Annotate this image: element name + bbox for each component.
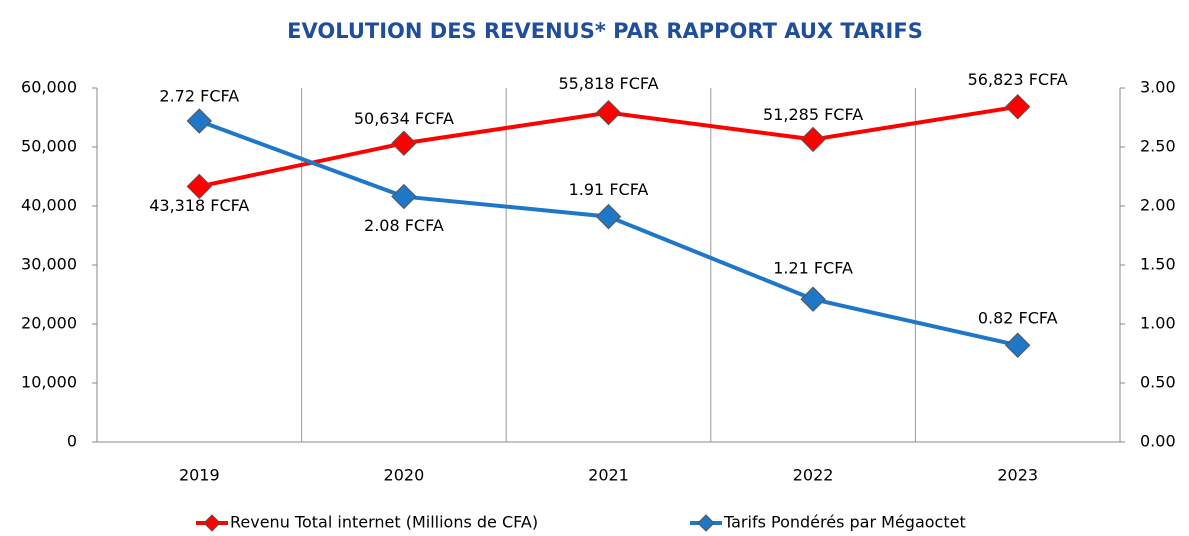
legend-marker xyxy=(697,514,715,532)
point-marker xyxy=(186,173,213,200)
point-marker xyxy=(595,203,622,230)
y-tick-label: 30,000 xyxy=(21,255,77,274)
data-label: 1.91 FCFA xyxy=(569,180,649,199)
point-marker xyxy=(1004,94,1031,120)
y2-tick-label: 3.00 xyxy=(1140,78,1176,97)
y-tick-label: 0 xyxy=(67,432,77,451)
x-tick-label: 2021 xyxy=(588,466,629,485)
x-tick-label: 2020 xyxy=(384,466,425,485)
series-line xyxy=(198,119,1019,348)
y-tick-label: 40,000 xyxy=(21,196,77,215)
x-tick-label: 2023 xyxy=(997,466,1038,485)
legend-label: Revenu Total internet (Millions de CFA) xyxy=(230,513,538,532)
point-marker xyxy=(391,130,417,156)
point-marker xyxy=(800,286,826,312)
chart-title: EVOLUTION DES REVENUS* PAR RAPPORT AUX T… xyxy=(287,19,923,43)
y2-tick-label: 0.50 xyxy=(1140,373,1176,392)
point-marker xyxy=(1004,332,1031,358)
x-tick-label: 2019 xyxy=(179,466,220,485)
point-marker xyxy=(595,99,622,126)
data-label: 50,634 FCFA xyxy=(354,109,454,128)
data-label: 2.72 FCFA xyxy=(159,87,239,106)
data-label: 51,285 FCFA xyxy=(763,105,863,124)
y2-tick-label: 2.00 xyxy=(1140,196,1176,215)
point-marker xyxy=(391,183,417,210)
data-label: 2.08 FCFA xyxy=(364,216,444,235)
point-marker xyxy=(800,126,826,153)
y2-tick-label: 2.50 xyxy=(1140,137,1176,156)
legend-label: Tarifs Pondérés par Mégaoctet xyxy=(723,513,966,532)
legend-marker xyxy=(203,514,221,532)
data-label: 56,823 FCFA xyxy=(968,70,1068,89)
data-label: 0.82 FCFA xyxy=(978,309,1058,328)
x-tick-label: 2022 xyxy=(793,466,834,485)
data-label: 55,818 FCFA xyxy=(558,74,658,93)
y-tick-label: 50,000 xyxy=(21,137,77,156)
data-label: 43,318 FCFA xyxy=(149,196,249,215)
y2-tick-label: 0.00 xyxy=(1140,432,1176,451)
y-tick-label: 10,000 xyxy=(21,373,77,392)
y-tick-label: 60,000 xyxy=(21,78,77,97)
y-tick-label: 20,000 xyxy=(21,314,77,333)
y2-tick-label: 1.50 xyxy=(1140,255,1176,274)
point-marker xyxy=(186,108,213,134)
data-label: 1.21 FCFA xyxy=(773,259,853,278)
y2-tick-label: 1.00 xyxy=(1140,314,1176,333)
